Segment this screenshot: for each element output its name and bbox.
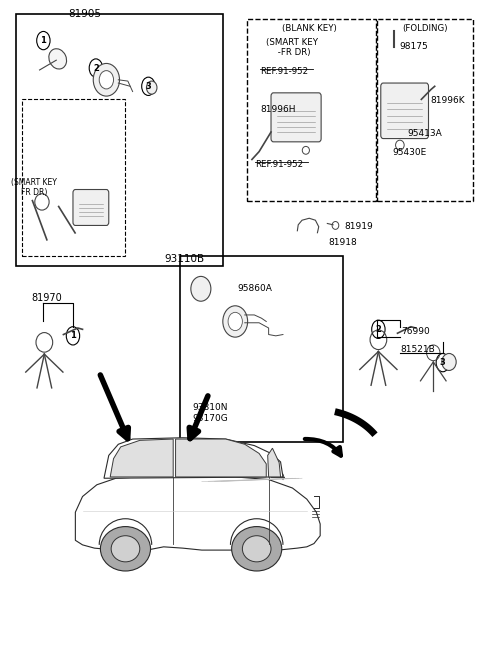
Text: 2: 2 — [375, 325, 381, 334]
Polygon shape — [176, 439, 266, 477]
FancyBboxPatch shape — [381, 83, 429, 138]
Ellipse shape — [49, 49, 67, 69]
FancyBboxPatch shape — [271, 93, 321, 142]
Ellipse shape — [228, 312, 242, 331]
Text: 3: 3 — [440, 358, 446, 367]
Polygon shape — [75, 477, 320, 550]
Ellipse shape — [146, 81, 157, 94]
Text: 81919: 81919 — [344, 222, 373, 231]
Ellipse shape — [242, 536, 271, 562]
Text: 1: 1 — [70, 331, 76, 340]
Text: 93110B: 93110B — [164, 254, 204, 264]
Ellipse shape — [302, 146, 310, 154]
Text: REF.91-952: REF.91-952 — [255, 160, 303, 169]
Ellipse shape — [111, 536, 140, 562]
Text: 81996K: 81996K — [430, 96, 465, 105]
Ellipse shape — [100, 527, 151, 571]
Text: 81918: 81918 — [328, 238, 357, 247]
Text: 81521B: 81521B — [400, 345, 435, 354]
Text: 81970: 81970 — [31, 293, 62, 303]
Text: REF.91-952: REF.91-952 — [260, 67, 308, 75]
Text: 93810N
93170G: 93810N 93170G — [192, 403, 228, 422]
Text: 1: 1 — [40, 36, 47, 45]
Text: 98175: 98175 — [400, 42, 429, 51]
Text: 95860A: 95860A — [238, 283, 273, 293]
Text: 81905: 81905 — [69, 9, 101, 19]
Text: (SMART KEY
FR DR): (SMART KEY FR DR) — [11, 178, 57, 197]
Ellipse shape — [93, 64, 120, 96]
Text: (FOLDING): (FOLDING) — [402, 24, 447, 33]
Text: 95413A: 95413A — [407, 129, 442, 138]
Polygon shape — [110, 439, 173, 477]
Ellipse shape — [223, 306, 248, 337]
FancyBboxPatch shape — [73, 190, 109, 226]
Text: (SMART KEY
 -FR DR): (SMART KEY -FR DR) — [266, 38, 319, 57]
Ellipse shape — [442, 354, 456, 371]
Ellipse shape — [99, 71, 114, 89]
Ellipse shape — [232, 527, 282, 571]
Text: (BLANK KEY): (BLANK KEY) — [282, 24, 336, 33]
Ellipse shape — [332, 222, 339, 230]
Text: 3: 3 — [145, 82, 151, 91]
Polygon shape — [268, 448, 281, 477]
Text: 81996H: 81996H — [260, 104, 296, 113]
Text: 2: 2 — [93, 64, 99, 73]
Ellipse shape — [396, 140, 404, 150]
Text: 95430E: 95430E — [393, 148, 427, 157]
Text: 76990: 76990 — [401, 327, 430, 336]
Ellipse shape — [191, 276, 211, 301]
Polygon shape — [104, 438, 283, 478]
